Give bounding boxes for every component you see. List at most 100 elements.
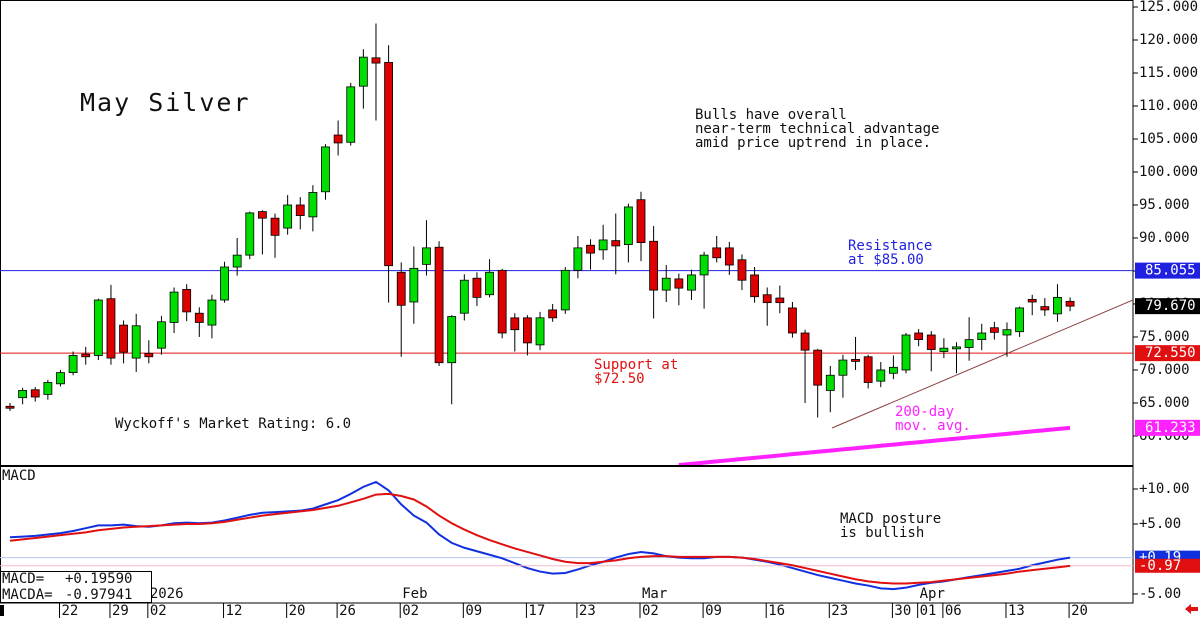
candle-body — [169, 291, 179, 323]
candle-body — [914, 332, 924, 341]
x-tick-label: 23 — [579, 603, 596, 618]
x-tick-label: 16 — [768, 603, 785, 618]
candle-body — [422, 247, 431, 265]
macd-plot — [0, 480, 1133, 591]
moving-average-note: 200-day — [895, 404, 954, 420]
x-tick-label: 02 — [150, 603, 167, 618]
moving-average-note: mov. avg. — [895, 418, 971, 434]
candle-body — [901, 334, 911, 371]
candle-body — [1015, 307, 1024, 333]
month-label: 2026 — [150, 586, 184, 602]
resistance-tag — [1135, 262, 1200, 279]
x-tick-label: 22 — [61, 603, 78, 618]
month-label: Mar — [642, 586, 667, 602]
x-tick-label: 12 — [226, 603, 243, 618]
candle-body — [535, 317, 545, 346]
x-tick-label: 09 — [705, 603, 722, 618]
candle-body — [346, 86, 356, 143]
candle-body — [977, 332, 987, 341]
candle-body — [1065, 300, 1075, 307]
candle-body — [5, 405, 15, 409]
candle-body — [775, 297, 785, 304]
y-tick-label: -5.00 — [1139, 586, 1181, 602]
candle-body — [295, 204, 305, 216]
readout-box — [0, 571, 152, 603]
candle-body — [497, 269, 507, 334]
readout-value: +0.19590 — [65, 571, 132, 587]
macd-tag-label: -0.97 — [1139, 558, 1181, 574]
candle-body — [939, 347, 949, 352]
candle-body — [712, 247, 722, 259]
candle-body — [611, 240, 621, 247]
candle-body — [586, 244, 595, 254]
y-tick-label: 75.000 — [1139, 329, 1190, 345]
candle-body — [989, 327, 999, 333]
x-tick-label: 13 — [1008, 603, 1025, 618]
candle-body — [358, 56, 368, 87]
macd-tag — [1135, 558, 1200, 573]
candle-body — [56, 372, 65, 385]
candle-body — [333, 134, 343, 144]
candle-body — [649, 240, 659, 291]
candle-body — [232, 254, 242, 268]
candle-body — [308, 192, 318, 218]
x-tick-label: 29 — [112, 603, 129, 618]
outlook-note: near-term technical advantage — [695, 121, 939, 137]
candle-body — [371, 57, 381, 64]
y-tick-label: 65.000 — [1139, 395, 1190, 411]
candle-body — [270, 217, 280, 236]
candle-body — [106, 298, 116, 359]
x-tick-label: 02 — [642, 603, 659, 618]
candle-body — [131, 325, 141, 359]
candle-body — [283, 204, 293, 229]
readout-value: -0.97941 — [65, 587, 132, 603]
candle-body — [1002, 329, 1012, 336]
candle-body — [459, 279, 469, 314]
x-tick-label: 17 — [528, 603, 545, 618]
y-tick-label: 105.000 — [1139, 131, 1198, 147]
support-tag-label: 72.550 — [1145, 345, 1196, 361]
candle-body — [876, 369, 886, 382]
macd-panel — [0, 466, 1134, 604]
candle-body — [548, 309, 558, 319]
y-tick-label: 100.000 — [1139, 164, 1198, 180]
candle-body — [43, 382, 53, 395]
candle-body — [636, 199, 646, 243]
candle-body — [661, 277, 671, 291]
candle-body — [825, 374, 835, 391]
candle-body — [81, 353, 91, 358]
candle-body — [434, 246, 444, 364]
candle-body — [207, 299, 217, 326]
resistance-note: at $85.00 — [848, 252, 924, 268]
candle-body — [144, 353, 154, 358]
candle-body — [863, 356, 873, 383]
macd-line — [9, 492, 1071, 585]
y-tick-label: 70.000 — [1139, 362, 1190, 378]
candle-body — [18, 390, 28, 399]
candle-body — [750, 274, 759, 298]
y-tick-label: 125.000 — [1139, 0, 1198, 15]
candle-body — [321, 146, 330, 193]
candle-body — [762, 294, 772, 304]
support-note: Support at — [594, 357, 678, 373]
macd-line — [9, 480, 1071, 591]
candle-body — [952, 346, 961, 350]
y-tick-label: 110.000 — [1139, 98, 1198, 114]
x-tick-label: 20 — [289, 603, 306, 618]
candle-body — [788, 307, 797, 334]
x-tick-label: 23 — [831, 603, 848, 618]
candle-body — [1027, 298, 1037, 303]
x-tick-label: 26 — [339, 603, 356, 618]
last-price-tag-label: 79.670 — [1145, 298, 1196, 314]
corner-marker — [0, 605, 4, 616]
support-tag — [1135, 345, 1200, 362]
month-label: Apr — [920, 586, 945, 602]
candle-body — [220, 266, 229, 301]
candle-body — [447, 316, 457, 364]
rating-note: Wyckoff's Market Rating: 6.0 — [115, 416, 351, 432]
macd-title: MACD — [2, 468, 36, 484]
x-tick-label: 09 — [465, 603, 482, 618]
candle-body — [257, 211, 267, 219]
candle-body — [119, 324, 128, 353]
axes: 125.000 120.000 115.000 110.000 105.000 100.0… — [58, 0, 1200, 618]
